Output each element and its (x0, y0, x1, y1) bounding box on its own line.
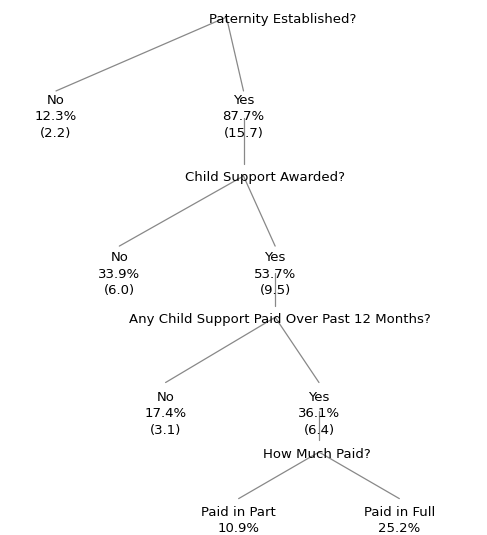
Text: Paid in Part
10.9%
(1.9): Paid in Part 10.9% (1.9) (201, 506, 276, 535)
Text: Yes
53.7%
(9.5): Yes 53.7% (9.5) (254, 251, 296, 297)
Text: Child Support Awarded?: Child Support Awarded? (185, 171, 345, 184)
Text: Any Child Support Paid Over Past 12 Months?: Any Child Support Paid Over Past 12 Mont… (129, 313, 431, 326)
Text: How Much Paid?: How Much Paid? (263, 448, 371, 461)
Text: No
17.4%
(3.1): No 17.4% (3.1) (145, 391, 187, 437)
Text: Paternity Established?: Paternity Established? (209, 13, 357, 26)
Text: Yes
36.1%
(6.4): Yes 36.1% (6.4) (298, 391, 340, 437)
Text: No
33.9%
(6.0): No 33.9% (6.0) (98, 251, 140, 297)
Text: Yes
87.7%
(15.7): Yes 87.7% (15.7) (223, 94, 264, 140)
Text: Paid in Full
25.2%
(4.5): Paid in Full 25.2% (4.5) (364, 506, 435, 535)
Text: No
12.3%
(2.2): No 12.3% (2.2) (35, 94, 77, 140)
